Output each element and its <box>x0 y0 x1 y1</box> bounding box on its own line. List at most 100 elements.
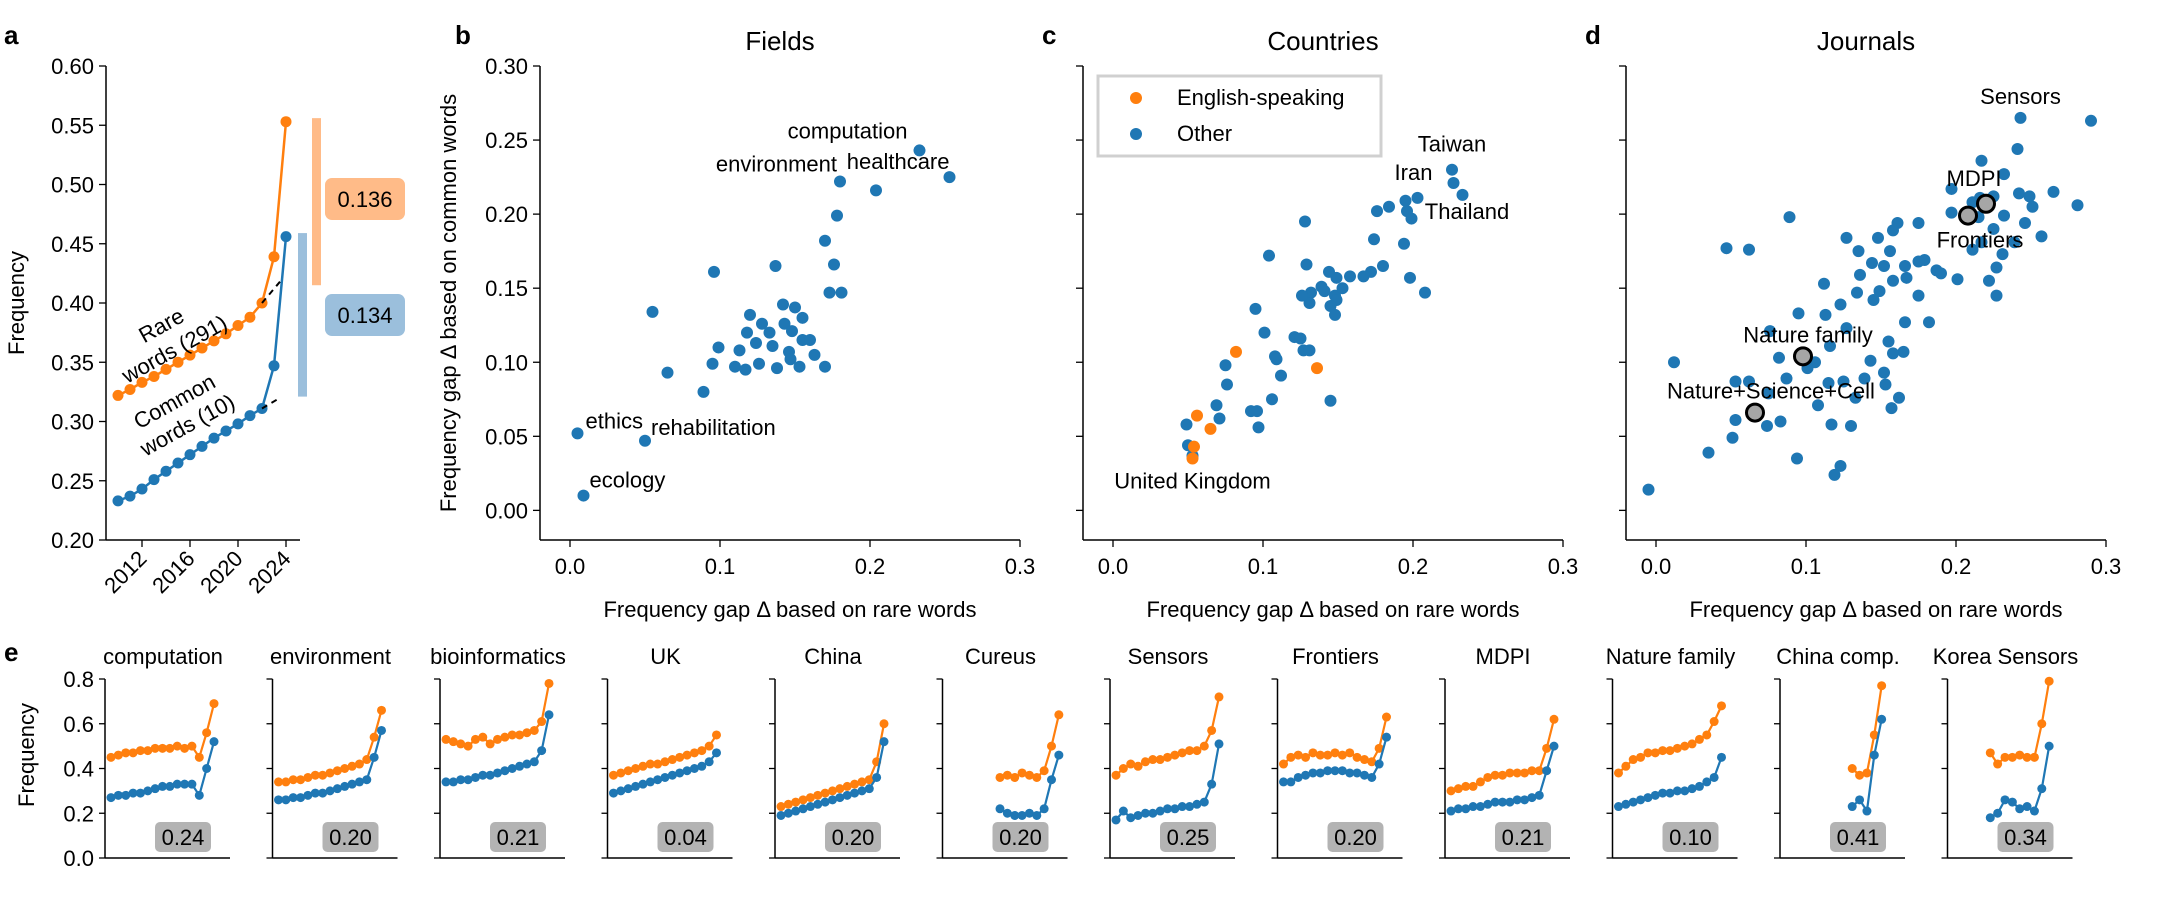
data-point <box>823 286 836 299</box>
data-point <box>791 806 801 816</box>
data-point <box>750 336 762 349</box>
data-point <box>1694 781 1704 791</box>
data-point <box>1352 752 1362 762</box>
data-point <box>879 737 889 747</box>
data-point <box>1133 761 1143 771</box>
data-point <box>753 357 765 370</box>
data-point-other <box>1219 359 1232 372</box>
data-point <box>1680 786 1690 796</box>
data-point <box>172 741 182 751</box>
gap-box <box>322 822 379 852</box>
data-point <box>268 360 280 372</box>
panel-title: Fields <box>745 26 814 56</box>
data-point <box>160 465 172 477</box>
data-point <box>1762 387 1775 400</box>
data-point <box>1163 752 1172 762</box>
data-point-other <box>1398 237 1410 250</box>
data-point <box>1828 468 1841 481</box>
data-point-other <box>1270 353 1283 366</box>
data-point <box>756 317 768 330</box>
data-point <box>1642 483 1655 496</box>
y-tick-label: 0.20 <box>51 528 94 553</box>
data-point <box>995 772 1005 782</box>
data-point <box>805 802 815 812</box>
data-point-other <box>1299 215 1311 228</box>
data-point <box>1374 759 1384 769</box>
data-point <box>1812 399 1824 412</box>
data-point <box>113 790 123 800</box>
data-point <box>1852 245 1865 258</box>
data-point <box>609 788 618 798</box>
data-point <box>1717 701 1726 711</box>
data-point <box>2015 804 2025 814</box>
data-point <box>675 768 685 778</box>
y-tick-label: 0.8 <box>63 667 94 692</box>
series-line <box>1851 685 1883 777</box>
data-point <box>1923 316 1935 329</box>
y-tick-label: 0.60 <box>51 54 94 79</box>
data-point-other <box>1251 405 1263 418</box>
data-point <box>303 790 313 800</box>
point-label: Taiwan <box>1418 132 1486 157</box>
data-point <box>303 772 313 782</box>
data-point <box>1017 768 1027 778</box>
data-point <box>515 761 525 771</box>
data-point <box>187 741 197 751</box>
panel-title: Countries <box>1267 26 1378 56</box>
data-point <box>1468 781 1478 791</box>
data-point <box>1163 804 1172 814</box>
series-line <box>1450 719 1556 792</box>
data-point-other <box>1275 369 1287 382</box>
panel-e: e Frequency computation 0.0 0.2 0.4 0.6 0.8 0.24… <box>4 637 2078 871</box>
data-point <box>777 298 789 311</box>
data-point <box>1822 376 1835 389</box>
data-point <box>741 326 753 339</box>
data-point <box>1024 770 1034 780</box>
data-point <box>2037 719 2047 729</box>
data-point <box>943 171 956 184</box>
data-point <box>2022 802 2032 812</box>
data-point <box>1975 236 1988 249</box>
data-point <box>318 770 328 780</box>
panel-letter: c <box>1042 20 1056 50</box>
data-point <box>675 752 685 762</box>
subplot-title: Cureus <box>965 644 1036 669</box>
data-point <box>332 766 342 776</box>
y-tick-label: 0.30 <box>485 54 528 79</box>
data-point <box>660 772 670 782</box>
data-point <box>1534 790 1544 800</box>
data-point <box>704 757 714 767</box>
data-point <box>194 752 204 762</box>
data-point <box>493 734 502 744</box>
data-point <box>1621 799 1631 809</box>
data-point <box>1010 772 1020 782</box>
subplot-title: Nature family <box>1606 644 1736 669</box>
subplot-11: Korea Sensors 0.34 <box>1933 644 2079 859</box>
data-point <box>789 301 801 314</box>
rare-gap-bar <box>312 118 321 286</box>
subplot-title: Frontiers <box>1292 644 1379 669</box>
data-point <box>1985 813 1995 823</box>
data-point <box>639 434 651 447</box>
data-point <box>1279 777 1288 787</box>
point-label: Nature family <box>1743 322 1873 347</box>
data-point <box>340 781 350 791</box>
data-point <box>1824 339 1836 352</box>
data-point <box>1185 802 1195 812</box>
data-point-other <box>1266 393 1278 406</box>
data-point <box>682 750 692 760</box>
data-point <box>706 357 719 370</box>
data-point <box>2000 752 2010 762</box>
data-point <box>828 786 837 796</box>
data-point <box>616 786 626 796</box>
data-point <box>165 781 175 791</box>
x-tick-label: 0.2 <box>1941 554 1972 579</box>
data-point <box>667 770 677 780</box>
data-point <box>766 339 779 352</box>
data-point <box>2011 142 2024 155</box>
data-point <box>1983 274 1995 287</box>
data-point-other <box>1318 285 1331 298</box>
subplot-title: Korea Sensors <box>1933 644 2079 669</box>
data-point <box>1047 741 1056 751</box>
data-point <box>1337 750 1347 760</box>
